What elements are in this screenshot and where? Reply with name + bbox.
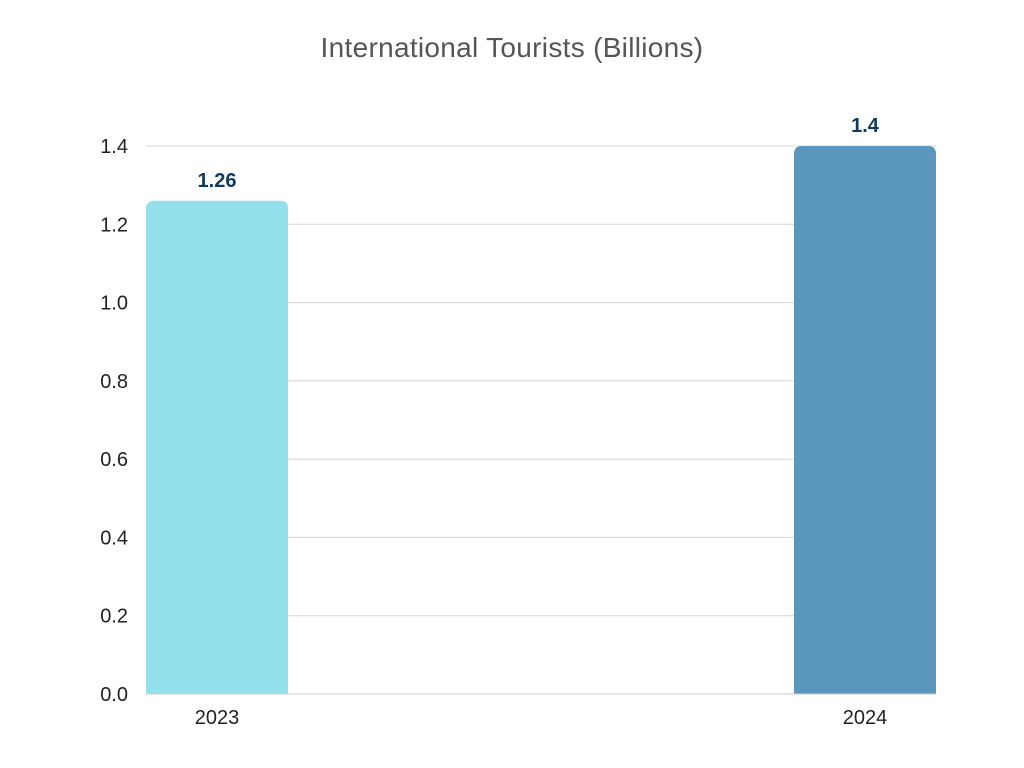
x-tick-label: 2023 xyxy=(195,707,240,729)
data-label: 1.4 xyxy=(851,115,880,137)
y-axis-ticks: 0.0 0.2 0.4 0.6 0.8 1.0 1.2 1.4 xyxy=(100,136,128,706)
bar-2023 xyxy=(146,200,288,695)
y-tick-label: 0.6 xyxy=(100,449,128,471)
y-tick-label: 0.4 xyxy=(100,527,128,549)
chart-title: International Tourists (Billions) xyxy=(320,32,704,63)
y-tick-label: 1.4 xyxy=(100,136,128,158)
y-tick-label: 0.0 xyxy=(100,684,128,706)
x-axis-ticks: 2023 2024 xyxy=(195,707,888,729)
y-tick-label: 1.2 xyxy=(100,214,128,236)
bars xyxy=(146,146,936,695)
x-tick-label: 2024 xyxy=(843,707,888,729)
data-labels: 1.26 1.4 xyxy=(198,115,880,192)
y-tick-label: 0.2 xyxy=(100,606,128,628)
data-label: 1.26 xyxy=(198,170,237,192)
y-tick-label: 0.8 xyxy=(100,371,128,393)
bar-2024 xyxy=(794,146,936,694)
y-tick-label: 1.0 xyxy=(100,293,128,315)
